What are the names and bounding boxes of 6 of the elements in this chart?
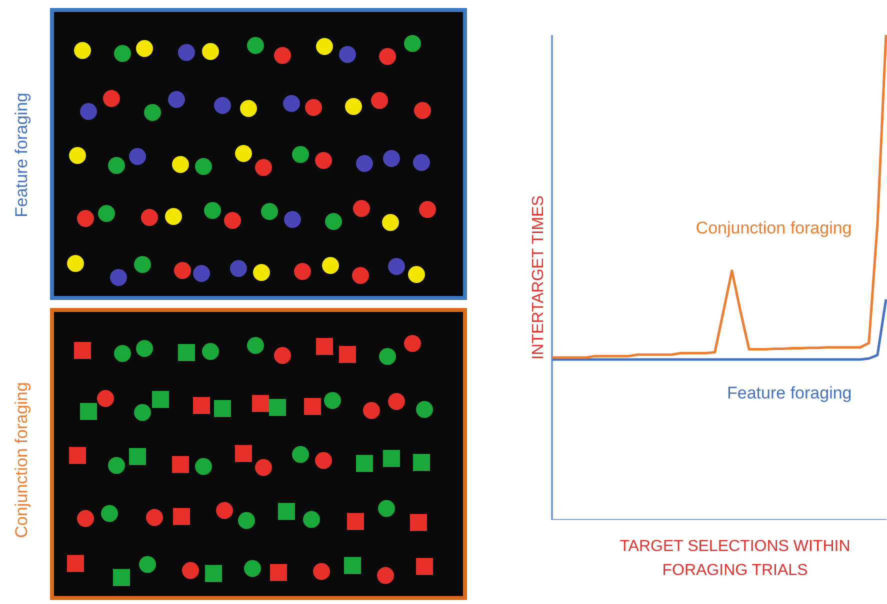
text: Conjunction foraging bbox=[12, 382, 32, 538]
series-label: Feature foraging bbox=[727, 384, 852, 403]
x-axis-title: TARGET SELECTIONS WITHIN FORAGING TRIALS bbox=[618, 537, 852, 581]
y-axis-title: INTERTARGET TIMES bbox=[530, 195, 548, 360]
series-label: Conjunction foraging bbox=[696, 218, 852, 238]
text: Feature foraging bbox=[12, 92, 32, 218]
